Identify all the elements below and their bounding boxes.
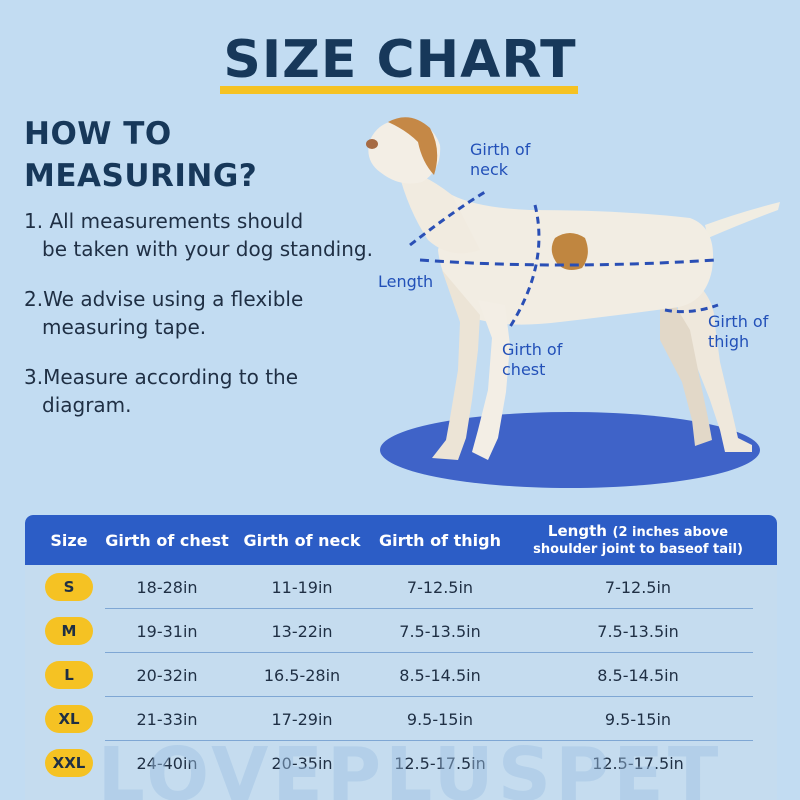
chest-label-line-1: Girth of [502,340,563,359]
step-1: 1. All measurements should be taken with… [24,207,414,263]
step-2-line-a: 2.We advise using a flexible [24,287,304,311]
step-2: 2.We advise using a flexible measuring t… [24,285,414,341]
neck-label: Girth of neck [470,140,530,180]
dog-diagram: Girth of neck Length Girth of chest Girt… [360,100,800,490]
cell-length: 12.5-17.5in [592,753,684,773]
step-1-line-b: be taken with your dog standing. [42,237,373,261]
header-length-main: Length [547,522,607,540]
page-title: SIZE CHART [223,30,577,90]
size-pill: S [45,573,93,601]
cell-neck: 16.5-28in [263,665,341,685]
row-separator [105,652,753,653]
dog-nose [366,139,378,149]
chest-label: Girth of chest [502,340,562,380]
cell-chest: 18-28in [136,577,198,597]
table-row: XL 21-33in 17-29in 9.5-15in 9.5-15in [25,697,777,741]
cell-length: 7-12.5in [604,577,672,597]
watermark: LOVEPLUSPET [97,732,723,800]
howto-line-1: HOW TO [24,116,172,152]
neck-label-line-2: neck [470,160,509,179]
cell-neck: 13-22in [271,621,333,641]
dog-back-leg-far [660,280,712,446]
title-wrap: SIZE CHART [0,30,800,90]
thigh-measure-line [664,303,719,314]
steps-list: 1. All measurements should be taken with… [24,207,414,441]
header-neck: Girth of neck [243,530,361,550]
table-row: S 18-28in 11-19in 7-12.5in 7-12.5in [25,565,777,609]
neck-label-line-1: Girth of [470,140,531,159]
header-thigh: Girth of thigh [378,530,501,550]
cell-thigh: 8.5-14.5in [399,665,481,685]
dog-neck [398,170,480,254]
dog-ear [388,117,438,175]
size-pill: XXL [45,749,93,777]
length-measure-line [419,258,716,267]
size-table: Size Girth of chest Girth of neck Girth … [25,515,777,800]
size-pill: L [45,661,93,689]
dog-back-leg [678,270,752,452]
cell-chest: 20-32in [136,665,198,685]
cell-length: 7.5-13.5in [597,621,679,641]
howto-heading: HOW TO MEASURING? [24,113,257,197]
header-length-note-2: shoulder joint to baseof tail) [533,542,743,557]
table-row: M 19-31in 13-22in 7.5-13.5in 7.5-13.5in [25,609,777,653]
cell-neck: 20-35in [271,753,333,773]
step-3-line-b: diagram. [42,393,132,417]
table-row: L 20-32in 16.5-28in 8.5-14.5in 8.5-14.5i… [25,653,777,697]
step-1-line-a: 1. All measurements should [24,209,304,233]
cell-chest: 19-31in [136,621,198,641]
dog-front-leg-near [472,300,510,460]
thigh-label-line-1: Girth of [708,312,769,331]
table-row: XXL 24-40in 20-35in 12.5-17.5in 12.5-17.… [25,741,777,785]
table-header: Size Girth of chest Girth of neck Girth … [25,515,777,565]
title-underline [220,86,578,94]
cell-neck: 11-19in [271,577,333,597]
cell-neck: 17-29in [271,709,333,729]
header-length-note-1: (2 inches above [612,525,729,540]
cell-thigh: 9.5-15in [406,709,474,729]
dog-illustration [366,117,780,488]
thigh-label: Girth of thigh [708,312,768,352]
chest-measure-line [506,204,541,331]
thigh-label-line-2: thigh [708,332,750,351]
cell-thigh: 7-12.5in [406,577,474,597]
size-pill: XL [45,705,93,733]
howto-line-2: MEASURING? [24,158,258,194]
dog-front-leg [432,270,480,460]
step-3-line-a: 3.Measure according to the [24,365,299,389]
cell-thigh: 12.5-17.5in [394,753,486,773]
neck-measure-line [409,190,486,247]
row-separator [105,740,753,741]
dog-tail [705,202,780,238]
chest-label-line-2: chest [502,360,546,379]
cell-chest: 21-33in [136,709,198,729]
cell-length: 9.5-15in [604,709,672,729]
step-2-line-b: measuring tape. [42,315,207,339]
cell-length: 8.5-14.5in [597,665,679,685]
header-length: Length (2 inches above shoulder joint to… [513,515,763,565]
row-separator [105,608,753,609]
cell-chest: 24-40in [136,753,198,773]
floor-shadow [380,412,760,488]
header-length-line-1: Length (2 inches above [548,522,728,541]
size-pill: M [45,617,93,645]
header-chest: Girth of chest [105,530,229,550]
step-3: 3.Measure according to the diagram. [24,363,414,419]
cell-thigh: 7.5-13.5in [399,621,481,641]
row-separator [105,696,753,697]
header-size: Size [50,530,88,550]
length-label: Length [378,272,434,291]
dog-spot [551,233,588,270]
